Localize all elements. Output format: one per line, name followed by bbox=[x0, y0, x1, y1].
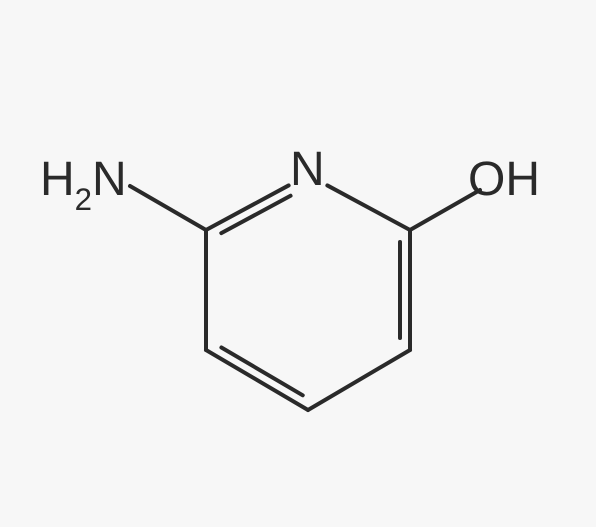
molecule-canvas: N H2N OH bbox=[0, 0, 596, 527]
hydroxyl-group-label: OH bbox=[468, 152, 540, 207]
ring-nitrogen-label: N bbox=[290, 142, 325, 197]
molecule-svg bbox=[0, 0, 596, 527]
amino-group-label: H2N bbox=[40, 152, 127, 214]
